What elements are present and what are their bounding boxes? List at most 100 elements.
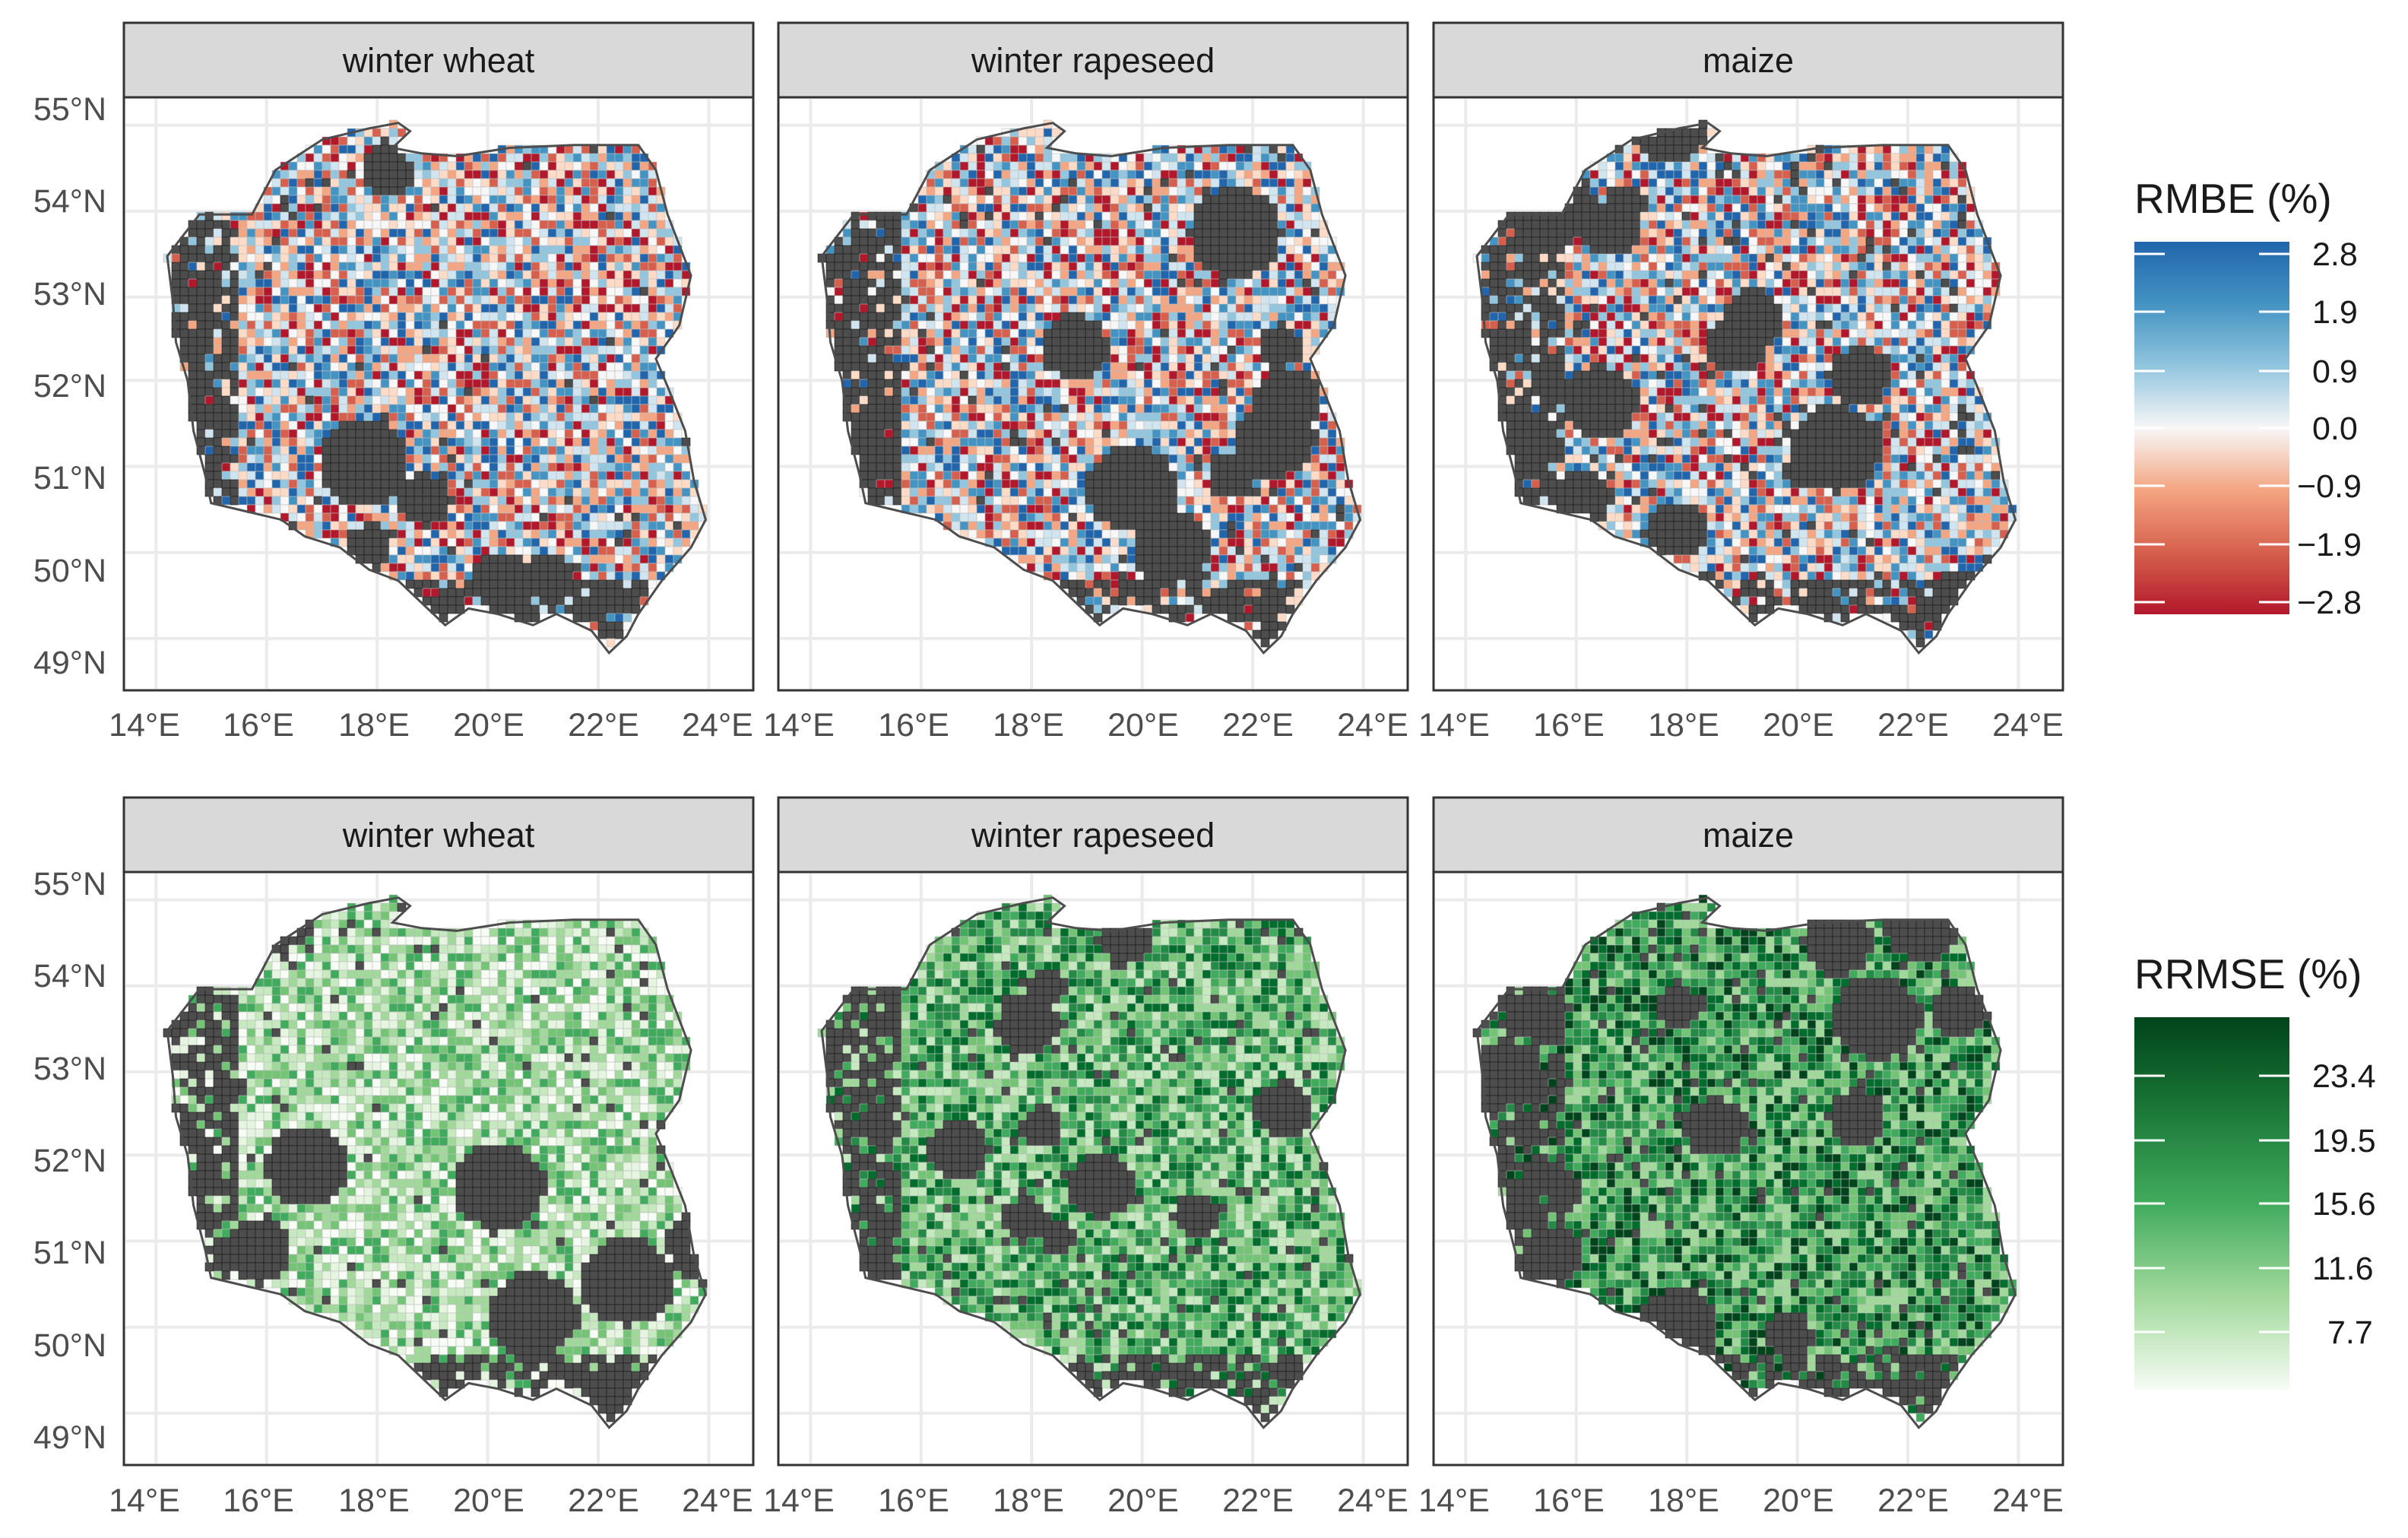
map-cell bbox=[498, 195, 506, 204]
map-cell-no-data bbox=[481, 354, 490, 363]
map-cell bbox=[673, 488, 682, 496]
map-cell-no-data bbox=[214, 371, 222, 379]
map-cell bbox=[498, 246, 506, 254]
map-cell bbox=[264, 480, 272, 488]
map-cell bbox=[590, 279, 598, 287]
map-cell bbox=[364, 379, 372, 388]
map-cell bbox=[389, 220, 398, 229]
map-cell bbox=[406, 547, 414, 555]
map-cell bbox=[523, 388, 531, 396]
map-cell bbox=[423, 162, 431, 170]
map-cell bbox=[314, 187, 322, 195]
map-cell bbox=[598, 438, 607, 446]
map-cell bbox=[389, 246, 398, 254]
map-cell-no-data bbox=[615, 630, 623, 639]
map-cell bbox=[456, 522, 464, 530]
map-cell bbox=[673, 304, 682, 312]
map-cell bbox=[322, 145, 331, 154]
map-cell bbox=[364, 287, 372, 296]
map-cell bbox=[523, 547, 531, 555]
map-cell bbox=[615, 162, 623, 170]
map-cell bbox=[515, 170, 523, 179]
map-cell bbox=[239, 496, 247, 505]
map-cell bbox=[498, 421, 506, 430]
map-cell bbox=[339, 187, 347, 195]
map-cell bbox=[531, 271, 540, 279]
map-cell-no-data bbox=[347, 421, 356, 430]
map-cell bbox=[306, 446, 314, 455]
map-cell bbox=[531, 455, 540, 463]
map-cell bbox=[1010, 195, 1019, 204]
map-cell bbox=[247, 404, 255, 413]
map-cell bbox=[1085, 170, 1094, 179]
map-cell bbox=[590, 312, 598, 321]
map-cell bbox=[439, 237, 448, 246]
map-cell bbox=[657, 538, 665, 547]
map-cell bbox=[960, 154, 968, 162]
map-cell bbox=[1194, 187, 1202, 195]
map-cell-no-data bbox=[230, 404, 239, 413]
map-cell bbox=[490, 346, 498, 354]
map-cell bbox=[406, 388, 414, 396]
map-cell bbox=[414, 246, 423, 254]
map-cell bbox=[439, 421, 448, 430]
map-cell bbox=[623, 438, 632, 446]
map-cell bbox=[464, 329, 473, 338]
map-cell-no-data bbox=[515, 605, 523, 614]
map-cell bbox=[523, 246, 531, 254]
map-cell bbox=[414, 446, 423, 455]
map-cell bbox=[1253, 162, 1261, 170]
map-cell bbox=[531, 471, 540, 480]
map-cell bbox=[590, 563, 598, 572]
map-cell bbox=[431, 271, 439, 279]
map-cell bbox=[297, 513, 306, 522]
map-cell bbox=[590, 229, 598, 237]
map-cell-no-data bbox=[230, 229, 239, 237]
map-cell bbox=[389, 128, 398, 137]
map-cell-no-data bbox=[1052, 204, 1060, 212]
map-cell bbox=[347, 162, 356, 170]
map-cell bbox=[322, 363, 331, 371]
map-cell bbox=[289, 262, 297, 271]
map-cell bbox=[531, 329, 540, 338]
map-cell bbox=[640, 455, 648, 463]
map-cell bbox=[322, 321, 331, 329]
map-cell bbox=[598, 446, 607, 455]
map-cell bbox=[247, 346, 255, 354]
map-cell bbox=[431, 237, 439, 246]
map-cell bbox=[1035, 128, 1044, 137]
map-cell bbox=[540, 363, 548, 371]
map-cell bbox=[414, 396, 423, 404]
map-cell-no-data bbox=[464, 580, 473, 588]
map-cell bbox=[264, 455, 272, 463]
map-cell bbox=[590, 154, 598, 162]
map-cell-no-data bbox=[1202, 195, 1211, 204]
map-cell bbox=[456, 262, 464, 271]
map-cell bbox=[1202, 154, 1211, 162]
map-cell-no-data bbox=[423, 480, 431, 488]
map-cell bbox=[1228, 145, 1236, 154]
map-cell bbox=[657, 304, 665, 312]
map-cell bbox=[598, 413, 607, 421]
map-cell bbox=[347, 505, 356, 513]
map-cell bbox=[423, 430, 431, 438]
map-cell bbox=[372, 312, 381, 321]
map-cell bbox=[531, 170, 540, 179]
map-cell bbox=[347, 296, 356, 304]
map-cell bbox=[255, 463, 264, 471]
map-cell bbox=[331, 346, 339, 354]
map-cell bbox=[598, 379, 607, 388]
map-cell bbox=[498, 455, 506, 463]
map-cell bbox=[289, 496, 297, 505]
map-cell bbox=[523, 338, 531, 346]
map-cell bbox=[598, 572, 607, 580]
map-cell bbox=[406, 187, 414, 195]
map-cell bbox=[339, 212, 347, 220]
map-cell bbox=[556, 413, 565, 421]
map-cell-no-data bbox=[615, 580, 623, 588]
map-cell bbox=[498, 154, 506, 162]
map-cell-no-data bbox=[406, 505, 414, 513]
map-cell-no-data bbox=[1228, 195, 1236, 204]
map-cell-no-data bbox=[506, 597, 515, 605]
map-cell bbox=[943, 204, 952, 212]
